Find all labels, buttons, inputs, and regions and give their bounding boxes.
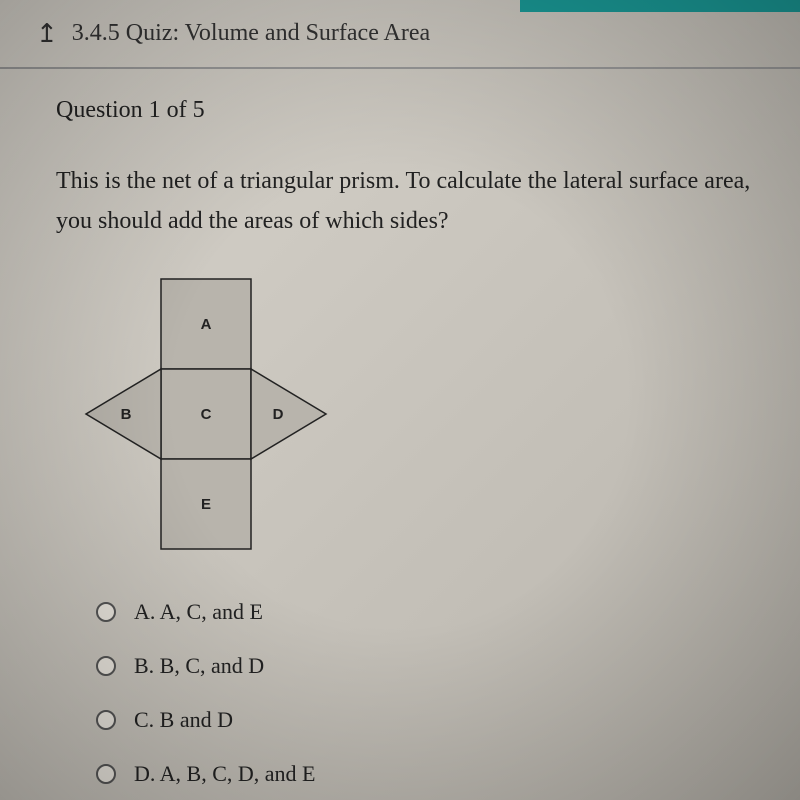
option-label: A. A, C, and E (134, 599, 263, 625)
label-c: C (201, 406, 212, 423)
teal-accent-bar (520, 0, 800, 12)
label-d: D (273, 406, 284, 423)
question-number: Question 1 of 5 (56, 97, 752, 124)
quiz-title: 3.4.5 Quiz: Volume and Surface Area (72, 20, 430, 47)
answer-options: A. A, C, and E B. B, C, and D C. B and D… (96, 599, 752, 787)
option-label: D. A, B, C, D, and E (134, 761, 316, 787)
option-label: C. B and D (134, 707, 233, 733)
option-c[interactable]: C. B and D (96, 707, 752, 733)
label-b: B (121, 406, 132, 423)
radio-icon[interactable] (96, 764, 116, 784)
label-a: A (201, 316, 212, 333)
option-d[interactable]: D. A, B, C, D, and E (96, 761, 752, 787)
label-e: E (201, 496, 211, 513)
back-icon[interactable]: ↥ (36, 18, 58, 49)
radio-icon[interactable] (96, 656, 116, 676)
face-d (251, 369, 326, 459)
option-a[interactable]: A. A, C, and E (96, 599, 752, 625)
question-content: Question 1 of 5 This is the net of a tri… (0, 69, 800, 787)
question-text: This is the net of a triangular prism. T… (56, 162, 752, 241)
radio-icon[interactable] (96, 710, 116, 730)
radio-icon[interactable] (96, 602, 116, 622)
option-b[interactable]: B. B, C, and D (96, 653, 752, 679)
option-label: B. B, C, and D (134, 653, 264, 679)
prism-net-diagram: A C E B D (66, 269, 356, 559)
